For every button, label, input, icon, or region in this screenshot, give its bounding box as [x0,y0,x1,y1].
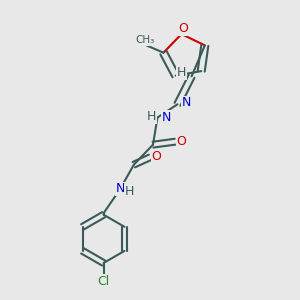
Text: CH₃: CH₃ [135,35,154,45]
Text: O: O [177,135,187,148]
Text: O: O [152,150,161,163]
Text: H: H [177,66,186,79]
Text: H: H [147,110,156,123]
Text: O: O [178,22,188,35]
Text: H: H [124,185,134,198]
Text: N: N [161,111,171,124]
Text: Cl: Cl [98,275,110,288]
Text: N: N [116,182,125,195]
Text: N: N [182,96,191,109]
